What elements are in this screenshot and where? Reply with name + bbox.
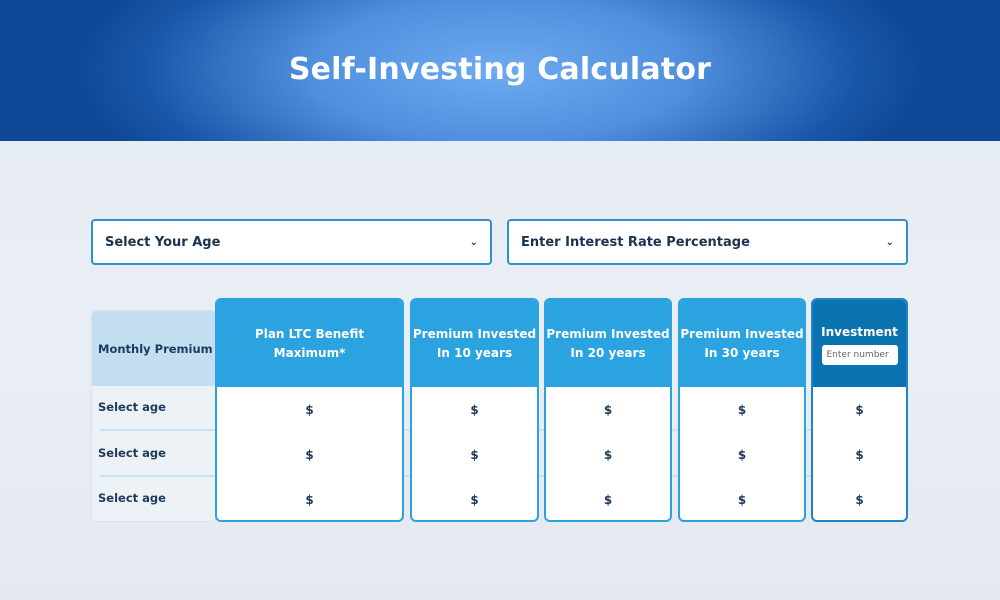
investment-input[interactable] xyxy=(821,344,898,365)
table-cell: $ xyxy=(737,402,747,417)
column-header: Plan LTC Benefit Maximum* xyxy=(254,326,365,360)
table-cell: $ xyxy=(470,492,479,507)
table-cell: $ xyxy=(603,447,613,462)
column-invested-30: Premium Invested In 30 years $ $ $ xyxy=(678,298,806,522)
table-cell: $ xyxy=(855,447,864,462)
row-label: Select age xyxy=(98,491,166,505)
column-header: Premium Invested xyxy=(412,326,537,341)
row-label-column: Monthly Premium xyxy=(91,310,217,522)
table-cell: $ xyxy=(603,492,613,507)
column-header: Premium Invested xyxy=(546,326,670,341)
column-subheader: In 20 years xyxy=(570,345,646,360)
column-header: Investment xyxy=(821,324,898,339)
monthly-premium-header: Monthly Premium xyxy=(92,311,216,386)
column-plan-ltc-benefit: Plan LTC Benefit Maximum* $ $ $ xyxy=(215,298,404,522)
row-label: Select age xyxy=(98,400,166,414)
interest-rate-select[interactable]: Enter Interest Rate Percentage ⌄ xyxy=(507,219,908,265)
page-title: Self-Investing Calculator xyxy=(288,52,712,87)
column-investment: Investment $ $ $ xyxy=(811,298,908,522)
column-invested-20: Premium Invested In 20 years $ $ $ xyxy=(544,298,672,522)
table-cell: $ xyxy=(305,447,314,462)
table-cell: $ xyxy=(305,402,314,417)
table-cell: $ xyxy=(603,402,613,417)
column-subheader: In 10 years xyxy=(436,345,513,360)
age-select[interactable]: Select Your Age ⌄ xyxy=(91,219,492,265)
column-header: Premium Invested xyxy=(680,326,804,341)
column-invested-10: Premium Invested In 10 years $ $ $ xyxy=(410,298,539,522)
chevron-down-icon: ⌄ xyxy=(469,236,478,248)
table-cell: $ xyxy=(855,402,864,417)
table-cell: $ xyxy=(470,447,479,462)
page-header: Self-Investing Calculator xyxy=(0,0,1000,141)
table-cell: $ xyxy=(737,492,747,507)
interest-rate-select-label: Enter Interest Rate Percentage xyxy=(521,234,750,250)
table-cell: $ xyxy=(737,447,747,462)
table-cell: $ xyxy=(305,492,314,507)
column-subheader: In 30 years xyxy=(704,345,780,360)
table-cell: $ xyxy=(470,402,479,417)
table-cell: $ xyxy=(855,492,864,507)
chevron-down-icon: ⌄ xyxy=(885,236,894,248)
age-select-label: Select Your Age xyxy=(105,234,221,250)
row-label: Select age xyxy=(98,446,166,460)
